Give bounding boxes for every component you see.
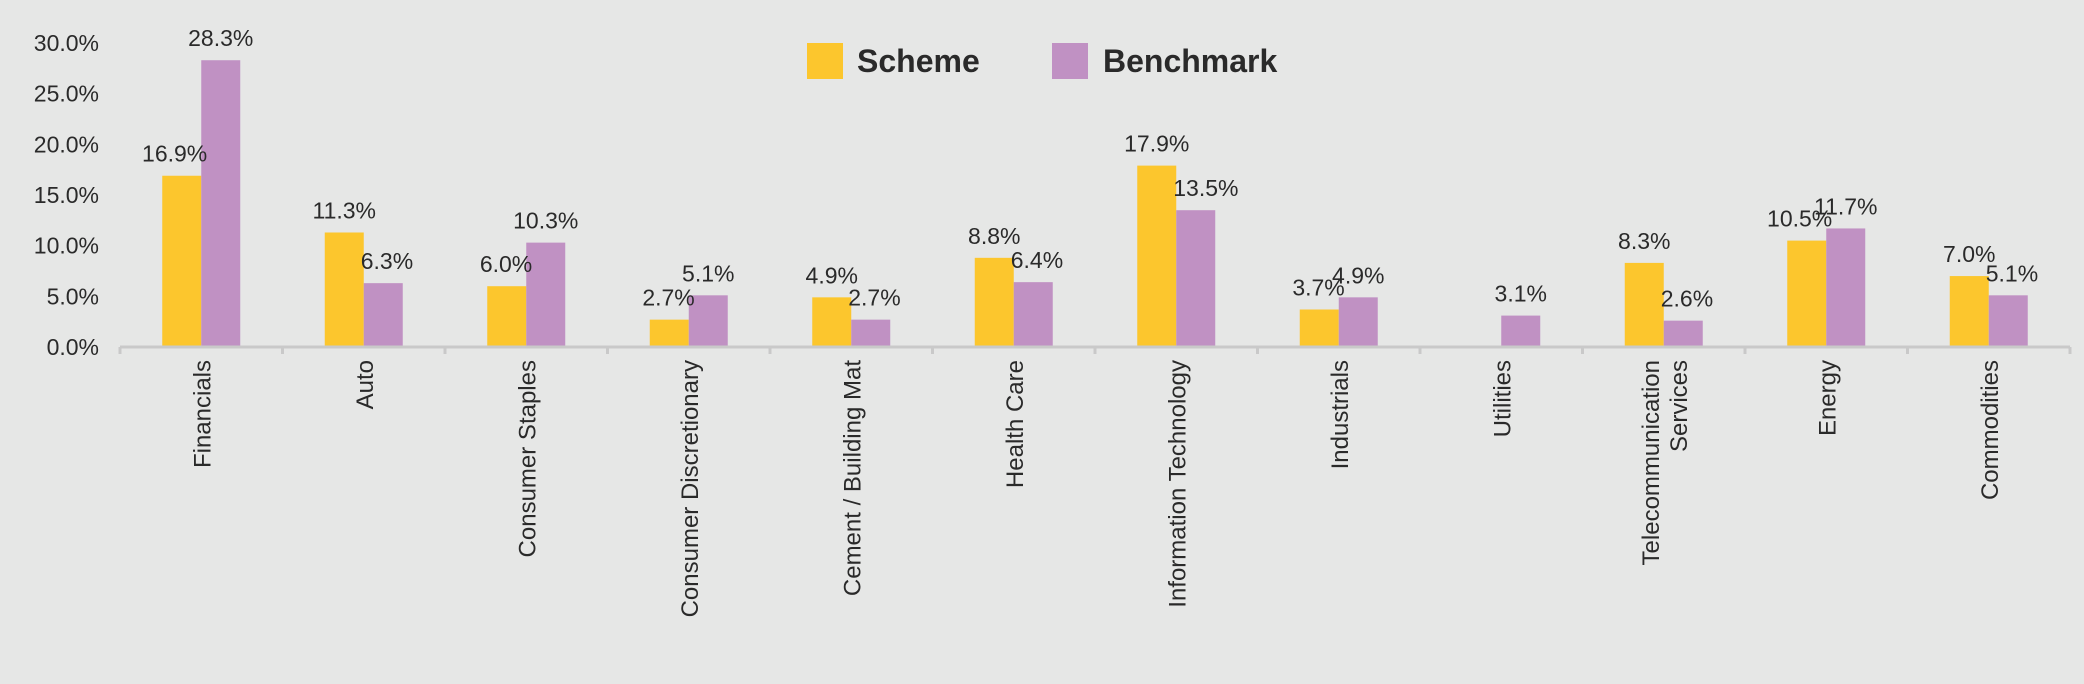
y-tick-label: 10.0% [34, 233, 99, 259]
data-label-benchmark-industrials: 4.9% [1332, 262, 1384, 288]
data-label-scheme-commodities: 7.0% [1943, 241, 1995, 267]
bar-benchmark-utilities [1501, 315, 1541, 347]
bar-benchmark-industrials [1338, 297, 1378, 347]
category-label-commodities: Commodities [1977, 360, 2004, 500]
data-label-scheme-consumer-staples: 6.0% [480, 251, 532, 277]
legend: Scheme Benchmark [807, 43, 1278, 79]
data-label-benchmark-utilities: 3.1% [1495, 281, 1547, 307]
data-label-scheme-energy: 10.5% [1767, 206, 1832, 232]
data-label-scheme-auto: 11.3% [312, 197, 376, 223]
bar-scheme-cement-building-mat [812, 297, 852, 347]
y-tick-label: 30.0% [34, 30, 99, 56]
category-label-industrials: Industrials [1327, 360, 1354, 469]
y-tick-label: 15.0% [34, 182, 99, 208]
data-label-benchmark-auto: 6.3% [361, 248, 413, 274]
data-label-benchmark-consumer-staples: 10.3% [513, 208, 578, 234]
bar-benchmark-telecommunication-services [1663, 320, 1703, 347]
data-label-benchmark-information-technology: 13.5% [1173, 175, 1238, 201]
data-label-benchmark-financials: 28.3% [188, 25, 253, 51]
category-label-information-technology: Information Technology [1164, 360, 1191, 608]
bar-scheme-telecommunication-services [1624, 262, 1664, 347]
data-label-benchmark-commodities: 5.1% [1986, 260, 2038, 286]
bar-benchmark-consumer-discretionary [688, 295, 728, 347]
bar-scheme-commodities [1949, 276, 1989, 347]
data-label-scheme-telecommunication-services: 8.3% [1618, 228, 1670, 254]
bar-benchmark-cement-building-mat [851, 319, 891, 347]
category-label-health-care: Health Care [1002, 360, 1029, 488]
bar-benchmark-information-technology [1176, 210, 1216, 347]
legend-swatch-benchmark [1052, 43, 1088, 79]
data-label-scheme-financials: 16.9% [142, 141, 207, 167]
x-axis: Financials Auto Consumer Staples Consumer D… [118, 345, 2072, 617]
category-label-telecommunication-services: TelecommunicationServices [1638, 360, 1693, 565]
data-label-benchmark-cement-building-mat: 2.7% [848, 285, 900, 311]
category-label-consumer-discretionary: Consumer Discretionary [677, 360, 704, 617]
bar-benchmark-financials [201, 60, 241, 348]
bar-scheme-health-care [974, 257, 1014, 347]
data-label-scheme-information-technology: 17.9% [1124, 131, 1189, 157]
legend-label-benchmark: Benchmark [1103, 43, 1278, 79]
bar-scheme-auto [324, 232, 364, 347]
bar-benchmark-commodities [1988, 295, 2028, 347]
y-tick-label: 25.0% [34, 81, 99, 107]
bar-scheme-financials [162, 175, 202, 347]
y-axis: 0.0% 5.0% 10.0% 15.0% 20.0% 25.0% 30.0% [34, 30, 99, 360]
data-label-scheme-cement-building-mat: 4.9% [806, 262, 858, 288]
bar-benchmark-health-care [1013, 282, 1053, 347]
category-label-energy: Energy [1814, 360, 1841, 436]
bar-scheme-consumer-discretionary [649, 319, 689, 347]
bars [162, 60, 2028, 348]
legend-swatch-scheme [807, 43, 843, 79]
data-label-benchmark-health-care: 6.4% [1011, 247, 1063, 273]
bar-benchmark-consumer-staples [526, 242, 566, 347]
data-label-benchmark-telecommunication-services: 2.6% [1661, 286, 1713, 312]
data-label-benchmark-energy: 11.7% [1814, 193, 1878, 219]
data-label-scheme-health-care: 8.8% [968, 223, 1020, 249]
y-tick-label: 5.0% [47, 283, 99, 309]
category-label-financials: Financials [189, 360, 216, 468]
bar-scheme-energy [1787, 240, 1827, 347]
value-labels: 16.9%28.3%11.3%6.3% 6.0%10.3%2.7%5.1% 4.9%… [142, 25, 2038, 311]
y-tick-label: 20.0% [34, 131, 99, 157]
bar-benchmark-auto [363, 283, 403, 347]
bar-benchmark-energy [1826, 228, 1866, 347]
category-label-utilities: Utilities [1489, 360, 1516, 437]
y-tick-label: 0.0% [47, 334, 99, 360]
category-label-cement-building-mat: Cement / Building Mat [839, 360, 866, 596]
bar-scheme-industrials [1299, 309, 1339, 347]
category-label-consumer-staples: Consumer Staples [514, 360, 541, 557]
data-label-benchmark-consumer-discretionary: 5.1% [682, 260, 734, 286]
bar-scheme-information-technology [1137, 165, 1177, 347]
bar-scheme-consumer-staples [487, 286, 527, 347]
legend-label-scheme: Scheme [857, 43, 980, 79]
data-label-scheme-industrials: 3.7% [1292, 275, 1344, 301]
data-label-scheme-consumer-discretionary: 2.7% [642, 285, 694, 311]
category-label-auto: Auto [352, 360, 379, 409]
